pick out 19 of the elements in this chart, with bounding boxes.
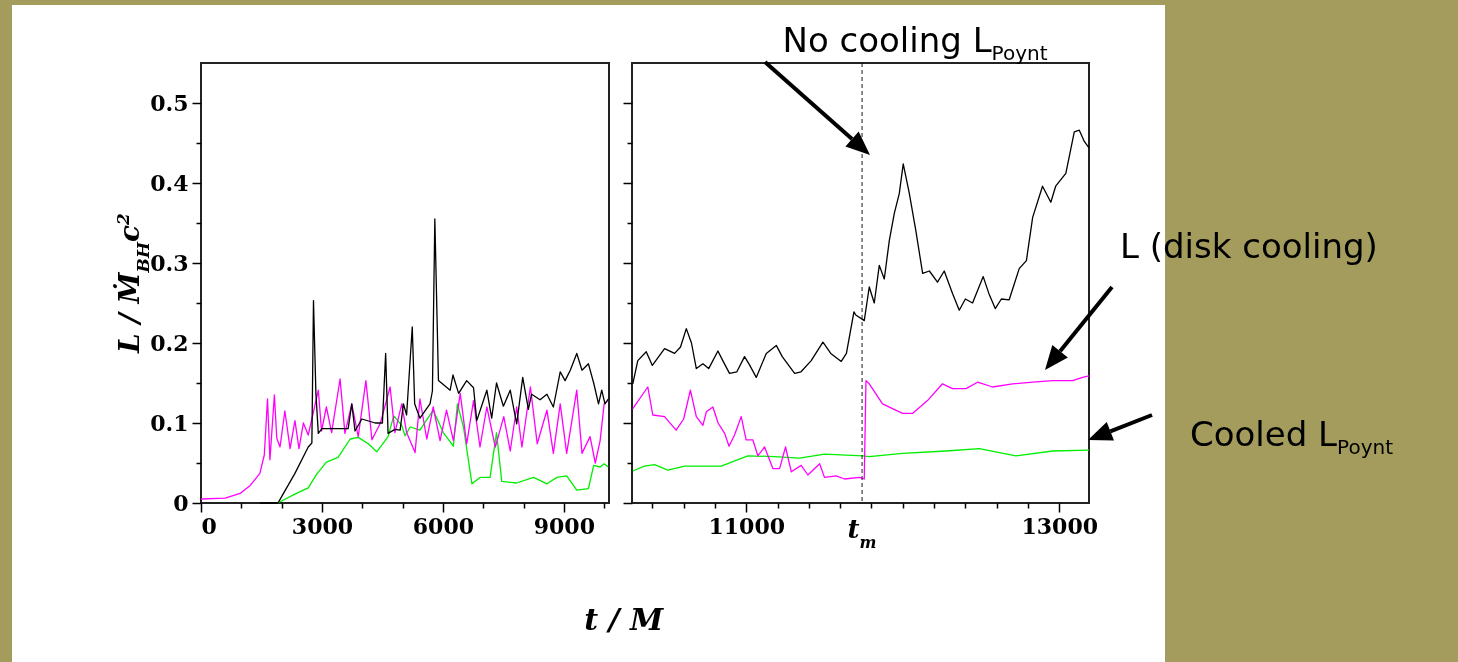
y-tick-label: 0 bbox=[173, 489, 189, 516]
x-axis-title: t / M bbox=[584, 602, 664, 637]
y-tick-label: 0.3 bbox=[150, 249, 189, 276]
x-tick-label: 11000 bbox=[708, 512, 786, 539]
x-tick-label: 3000 bbox=[291, 512, 354, 539]
line-series bbox=[200, 378, 609, 500]
x-tick-label: 0 bbox=[201, 512, 217, 539]
x-tick-label: 13000 bbox=[1021, 512, 1099, 539]
x-tick-label: 9000 bbox=[533, 512, 595, 539]
y-tick-label: 0.1 bbox=[150, 409, 189, 436]
annotation: No cooling L$_{Poynt}$ bbox=[782, 19, 1048, 65]
y-tick-label: 0.5 bbox=[150, 89, 189, 116]
x-tick-label: 6000 bbox=[412, 512, 475, 539]
y-tick-label: 0.2 bbox=[150, 329, 189, 356]
y-tick-label: 0.4 bbox=[150, 169, 189, 196]
line-series bbox=[259, 218, 609, 504]
text: Cooled L$_{Poynt}$ bbox=[1190, 413, 1394, 459]
ref-line-label: t$_{m}$ bbox=[847, 514, 877, 552]
line-series bbox=[276, 403, 609, 504]
